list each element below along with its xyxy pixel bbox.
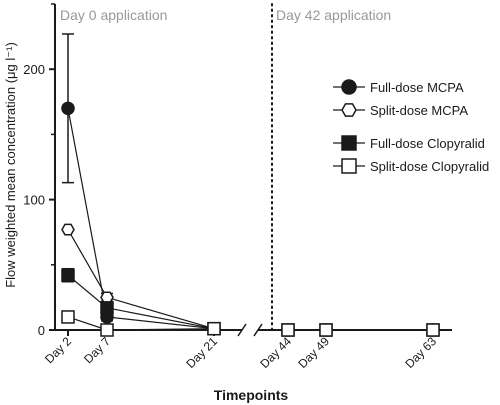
legend-marker [341, 135, 357, 151]
annotation-day42: Day 42 application [276, 7, 391, 23]
data-point [100, 301, 114, 315]
legend-marker [341, 158, 357, 174]
data-point [100, 291, 114, 304]
series-lines [67, 108, 215, 331]
data-point [61, 223, 75, 236]
x-tick-label: Day 44 [257, 334, 294, 371]
chart-annotations: Day 0 application Day 42 application [60, 3, 391, 331]
data-point [61, 101, 75, 116]
axis-break-mark [253, 323, 263, 337]
chart-legend: Full-dose MCPA Split-dose MCPA Full-dose C… [333, 79, 489, 174]
y-tick-label: 200 [23, 62, 45, 77]
y-tick-label: 100 [23, 193, 45, 208]
data-point [207, 321, 221, 336]
legend-marker [341, 103, 357, 117]
data-point [61, 310, 75, 324]
x-tick-label: Day 63 [402, 334, 439, 371]
data-point [100, 323, 114, 337]
legend-label: Split-dose Clopyralid [370, 159, 489, 174]
y-tick-label: 0 [38, 323, 45, 338]
x-tick-label: Day 21 [183, 334, 220, 371]
x-tick-label: Day 2 [42, 334, 74, 366]
annotation-day0: Day 0 application [60, 7, 167, 23]
legend-marker [341, 79, 357, 95]
legend-label: Full-dose MCPA [370, 80, 464, 95]
y-axis-title: Flow weighted mean concentration (μg l⁻¹… [3, 42, 18, 288]
x-axis-title: Timepoints [214, 387, 289, 403]
data-point [281, 323, 295, 337]
axis-break-mark [237, 323, 247, 337]
legend-label: Split-dose MCPA [370, 103, 468, 118]
data-point [61, 268, 75, 282]
legend-label: Full-dose Clopyralid [370, 136, 485, 151]
series-line [67, 229, 215, 330]
x-tick-label: Day 7 [81, 334, 113, 366]
data-point [426, 323, 440, 337]
chart-axes: 0 100 200 Day 2 Day 7 Day 21 Day 44 Day 49 Day 6… [23, 3, 452, 371]
x-tick-label: Day 49 [295, 334, 332, 371]
data-markers [61, 101, 440, 337]
series-line [67, 316, 215, 331]
data-point [319, 323, 333, 337]
series-line [67, 108, 215, 330]
